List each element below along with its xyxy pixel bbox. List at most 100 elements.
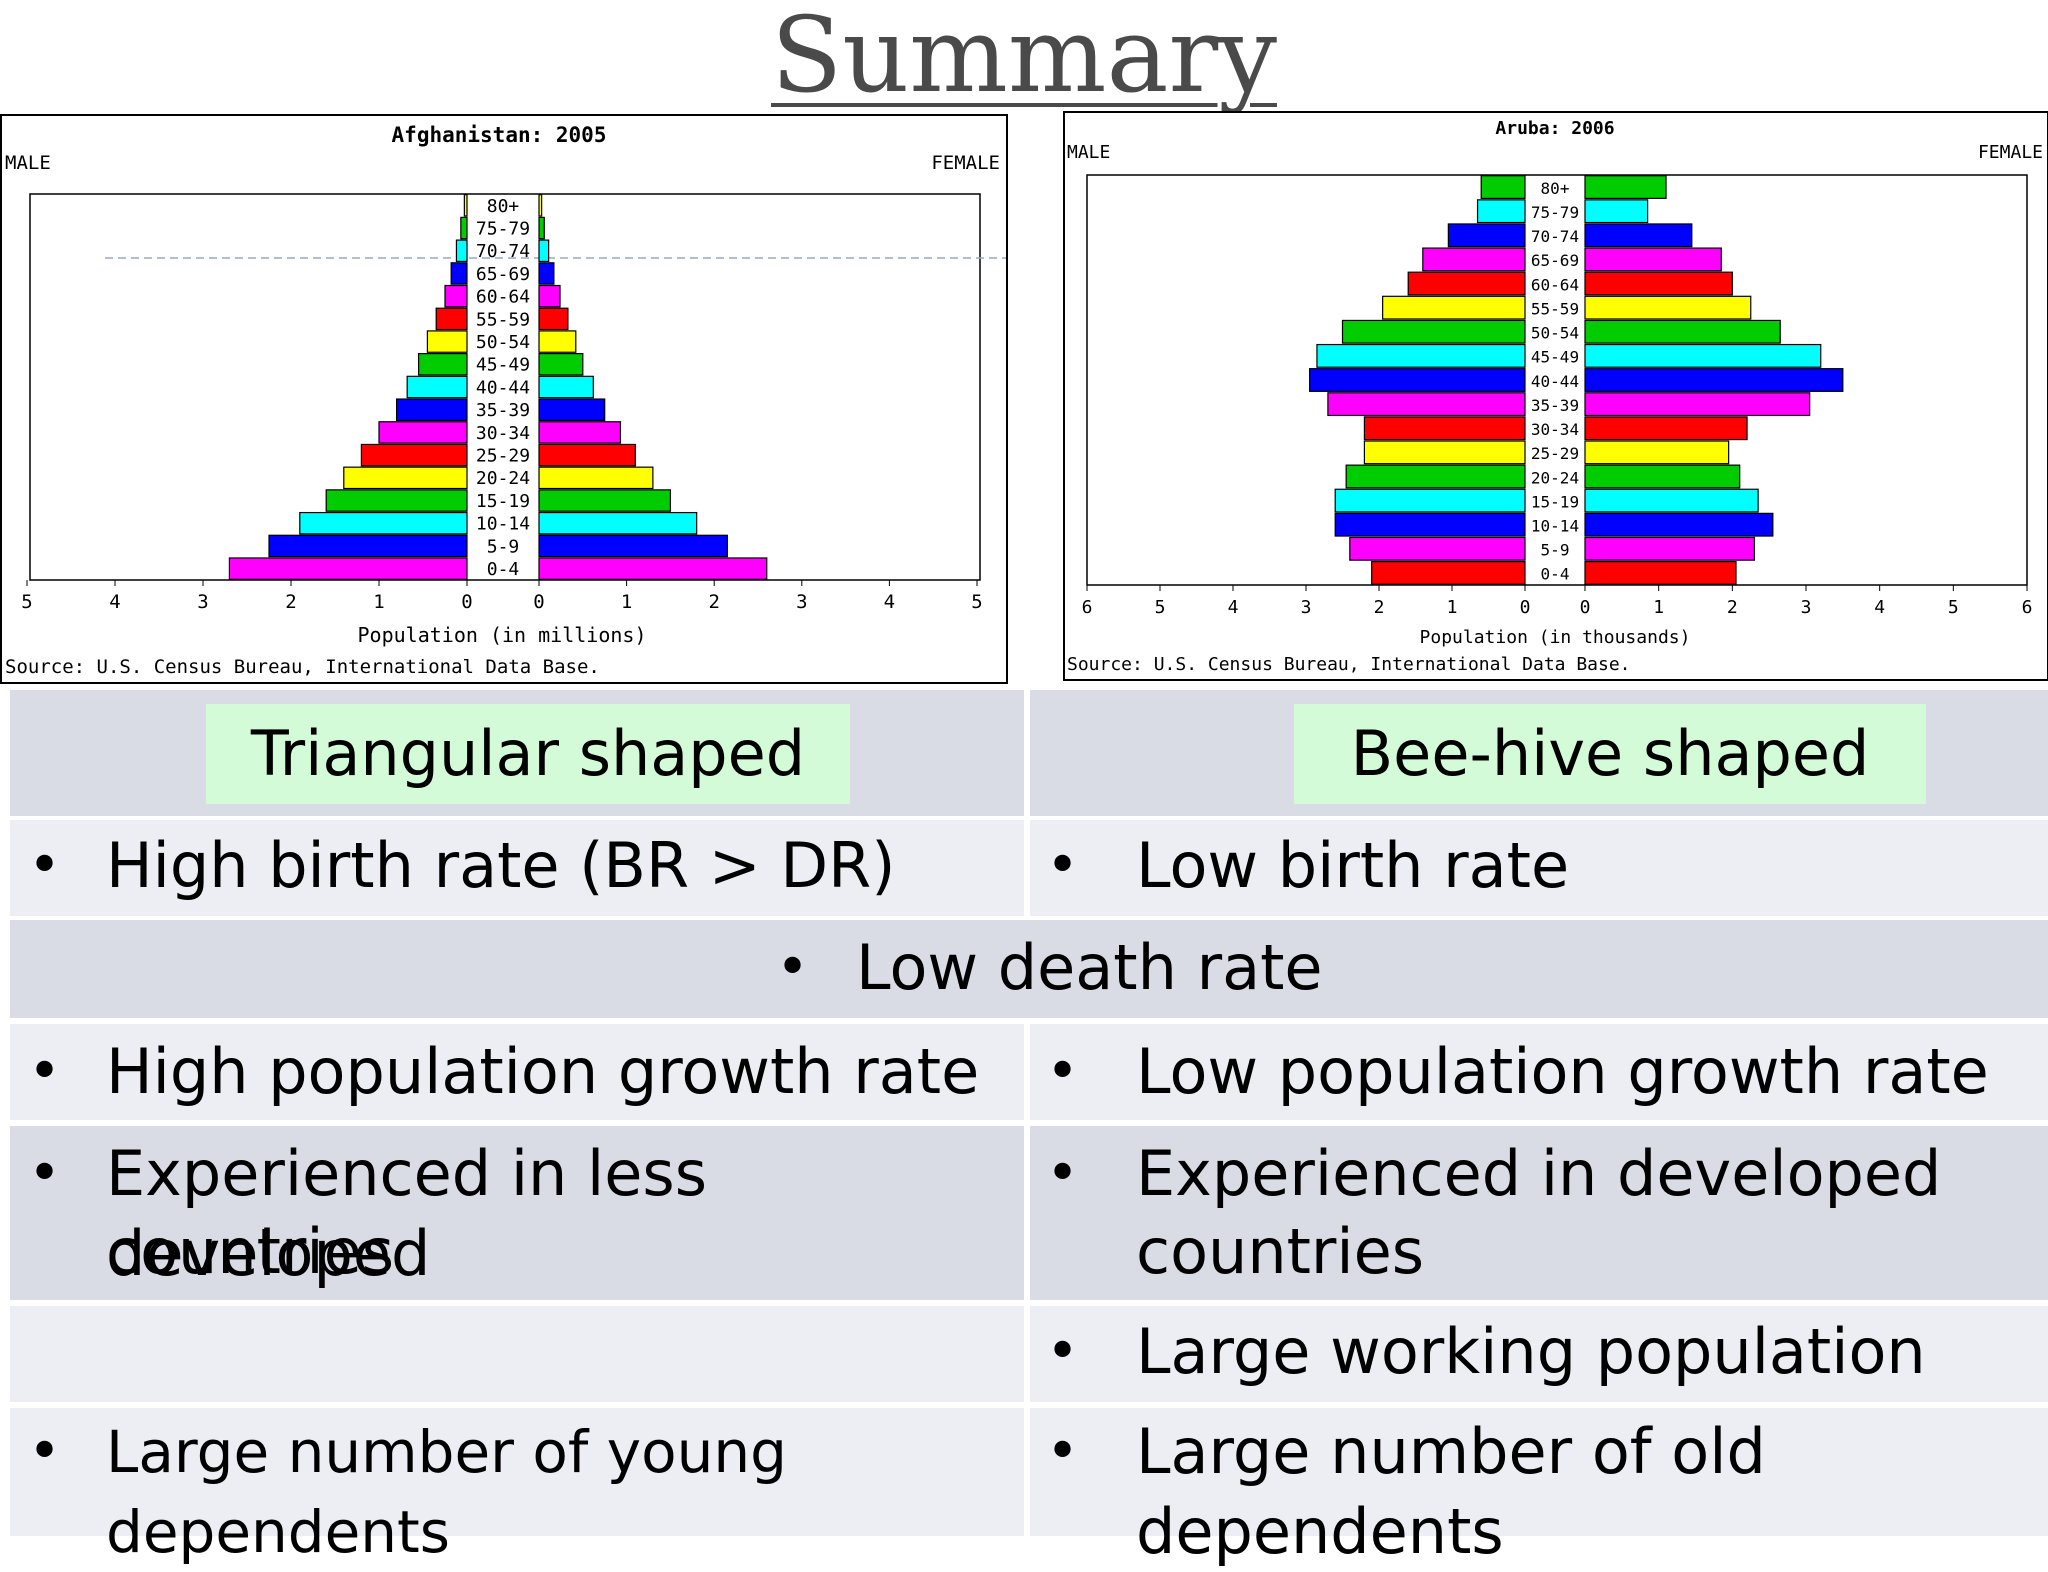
bullet: • <box>28 1141 62 1206</box>
row-text: Large number of young dependents <box>106 1418 787 1566</box>
age-group-label: 55-59 <box>1531 299 1579 318</box>
bar-male-60-64 <box>444 284 468 308</box>
bar-male-15-19 <box>325 489 468 512</box>
plot-frame <box>1086 174 2028 586</box>
row-text: High birth rate (BR > DR) <box>106 829 896 902</box>
tick-label: 0 <box>1520 597 1531 618</box>
bar-male-5-9 <box>1349 536 1526 561</box>
bullet: • <box>1046 1141 1080 1206</box>
age-group-label: 30-34 <box>1531 420 1579 439</box>
tick-label: 1 <box>621 591 632 613</box>
source-note: Source: U.S. Census Bureau, Internationa… <box>1067 654 1631 675</box>
bar-female-55-59 <box>1584 295 1752 320</box>
row-text: Large working population <box>1136 1315 1926 1388</box>
table-row: • Experienced in less developed countrie… <box>10 1126 2048 1300</box>
afghanistan-population-pyramid: Afghanistan: 2005 MALE FEMALE 0-45-910-1… <box>0 114 1008 684</box>
bullet: • <box>28 833 62 898</box>
bar-female-70-74 <box>538 239 550 263</box>
bar-female-60-64 <box>1584 271 1733 296</box>
table-row: • Large working population <box>10 1306 2048 1402</box>
tick-label: 0 <box>461 591 472 613</box>
age-group-label: 75-79 <box>1531 203 1579 222</box>
bar-male-20-24 <box>343 466 468 490</box>
bar-male-55-59 <box>435 307 468 331</box>
bar-female-45-49 <box>1584 343 1822 368</box>
bar-male-80+ <box>1480 175 1526 199</box>
bar-male-5-9 <box>268 534 468 558</box>
age-group-label: 15-19 <box>1531 492 1579 511</box>
tick-label: 5 <box>1155 597 1166 618</box>
bullet: • <box>776 935 810 1000</box>
bar-male-0-4 <box>1371 561 1526 585</box>
age-group-label: 65-69 <box>1531 251 1579 270</box>
age-group-label: 0-4 <box>487 559 520 580</box>
bar-female-25-29 <box>538 443 636 467</box>
tick-label: 6 <box>2022 597 2033 618</box>
bar-female-5-9 <box>1584 536 1756 561</box>
age-group-label: 60-64 <box>476 287 530 308</box>
bar-female-60-64 <box>538 284 561 308</box>
age-group-label: 80+ <box>487 196 520 217</box>
header-triangular: Triangular shaped <box>206 704 850 804</box>
tick-label: 4 <box>1228 597 1239 618</box>
comparison-table: Triangular shaped Bee-hive shaped • High… <box>10 690 2048 1568</box>
female-label: FEMALE <box>1978 142 2043 163</box>
bar-female-80+ <box>1584 175 1667 199</box>
age-group-label: 50-54 <box>476 332 530 353</box>
tick-label: 2 <box>1727 597 1738 618</box>
age-group-label: 20-24 <box>1531 468 1579 487</box>
row-text: High population growth rate <box>106 1035 980 1108</box>
tick-label: 4 <box>884 591 895 613</box>
table-row: • Low death rate <box>10 920 2048 1018</box>
age-group-label: 65-69 <box>476 264 530 285</box>
male-label: MALE <box>1067 142 1110 163</box>
bar-male-40-44 <box>406 375 468 399</box>
tick-label: 5 <box>971 591 982 613</box>
row-text: Low death rate <box>856 931 1323 1004</box>
row-text: Experienced in developed <box>1136 1137 1942 1210</box>
tick-label: 2 <box>708 591 719 613</box>
table-row: Triangular shaped Bee-hive shaped <box>10 690 2048 816</box>
table-row: • Large number of young dependents • Lar… <box>10 1408 2048 1568</box>
bar-female-50-54 <box>538 330 577 353</box>
bar-male-75-79 <box>460 216 468 240</box>
tick-label: 1 <box>1447 597 1458 618</box>
bar-female-45-49 <box>538 353 584 376</box>
tick-label: 3 <box>796 591 807 613</box>
tick-label: 3 <box>1801 597 1812 618</box>
tick-label: 1 <box>373 591 384 613</box>
bar-female-50-54 <box>1584 319 1781 344</box>
bar-female-5-9 <box>538 534 728 558</box>
bar-male-65-69 <box>1422 247 1526 272</box>
age-group-label: 60-64 <box>1531 275 1579 294</box>
bar-male-40-44 <box>1309 368 1526 392</box>
header-beehive: Bee-hive shaped <box>1294 704 1926 804</box>
page-title: Summary <box>771 0 1277 116</box>
bar-female-40-44 <box>538 375 594 399</box>
bar-male-35-39 <box>396 398 468 421</box>
tick-label: 4 <box>109 591 120 613</box>
plot-frame <box>29 193 981 581</box>
tick-label: 5 <box>21 591 32 613</box>
bar-female-75-79 <box>1584 199 1649 224</box>
row-text: countries <box>106 1215 395 1288</box>
tick-label: 1 <box>1653 597 1664 618</box>
age-group-label: 75-79 <box>476 218 530 239</box>
bar-male-55-59 <box>1382 295 1526 320</box>
bar-female-10-14 <box>1584 512 1774 537</box>
age-group-label: 15-19 <box>476 491 530 512</box>
bar-male-75-79 <box>1476 199 1526 224</box>
bullet: • <box>1046 1039 1080 1104</box>
tick-label: 3 <box>197 591 208 613</box>
bar-male-30-34 <box>1363 416 1526 441</box>
chart-title: Afghanistan: 2005 <box>392 123 607 147</box>
age-group-label: 30-34 <box>476 423 530 444</box>
bar-female-80+ <box>538 194 543 217</box>
bar-male-25-29 <box>1363 440 1526 465</box>
bar-male-50-54 <box>426 330 468 353</box>
bar-female-20-24 <box>538 466 654 490</box>
bar-female-10-14 <box>538 511 698 535</box>
bar-female-20-24 <box>1584 464 1741 489</box>
bar-male-65-69 <box>450 262 468 285</box>
age-group-label: 10-14 <box>1531 517 1579 536</box>
